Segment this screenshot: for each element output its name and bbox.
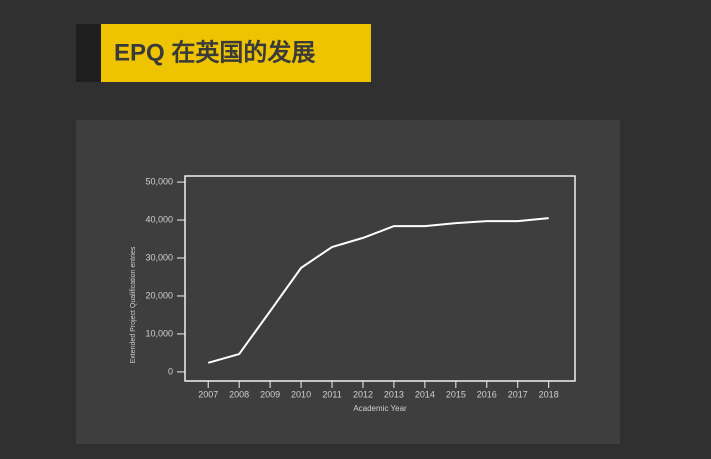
x-tick-label: 2011 — [322, 389, 341, 399]
x-tick-label: 2010 — [291, 389, 311, 399]
x-tick-label: 2009 — [260, 389, 280, 399]
x-tick-label: 2016 — [477, 389, 497, 399]
y-tick-label: 10,000 — [145, 328, 173, 338]
x-tick-label: 2015 — [446, 389, 466, 399]
x-tick-label: 2014 — [415, 389, 435, 399]
x-tick-label: 2018 — [539, 389, 559, 399]
chart-panel — [76, 120, 620, 444]
x-tick-label: 2013 — [384, 389, 404, 399]
title-box — [101, 24, 371, 82]
x-tick-label: 2012 — [353, 389, 373, 399]
x-tick-label: 2008 — [229, 389, 249, 399]
y-axis-label: Extended Project Qualification entries — [130, 246, 137, 363]
slide-title: EPQ 在英国的发展 — [114, 38, 315, 66]
title-accent — [76, 24, 101, 82]
y-tick-label: 40,000 — [145, 214, 173, 224]
y-tick-label: 30,000 — [145, 252, 173, 262]
y-tick-label: 20,000 — [145, 290, 173, 300]
x-axis-label: Academic Year — [353, 404, 407, 413]
y-tick-label: 50,000 — [145, 176, 173, 186]
plot-frame — [184, 175, 576, 382]
line-series — [207, 217, 549, 364]
x-tick-label: 2017 — [508, 389, 528, 399]
x-tick-label: 2007 — [198, 389, 218, 399]
y-tick-label: 0 — [168, 366, 173, 376]
